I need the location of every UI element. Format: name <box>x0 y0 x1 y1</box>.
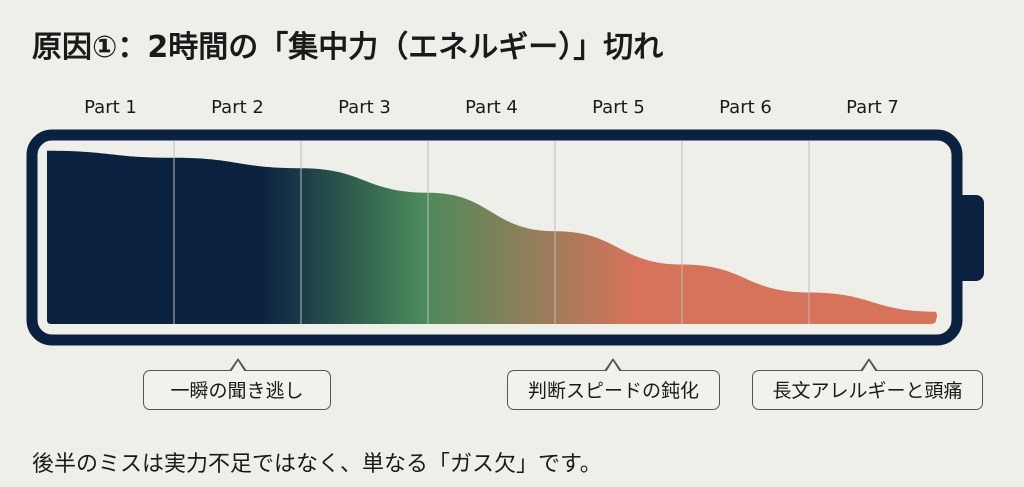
page-title: 原因①：2時間の「集中力（エネルギー）」切れ <box>32 30 664 65</box>
part-label: Part 1 <box>84 97 137 118</box>
part-label: Part 4 <box>465 97 518 118</box>
part-label: Part 7 <box>846 97 899 118</box>
callout-box: 長文アレルギーと頭痛 <box>752 358 983 410</box>
part-label: Part 2 <box>211 97 264 118</box>
part-label: Part 5 <box>592 97 645 118</box>
callout-box: 一瞬の聞き逃し <box>143 358 331 410</box>
callout-text: 一瞬の聞き逃し <box>170 380 304 402</box>
callout-pointer <box>860 358 878 372</box>
part-label: Part 6 <box>719 97 772 118</box>
footer-text: 後半のミスは実力不足ではなく、単なる「ガス欠」です。 <box>32 452 602 477</box>
energy-fill <box>47 150 937 324</box>
callout-box: 判断スピードの鈍化 <box>507 358 720 410</box>
callout-text: 長文アレルギーと頭痛 <box>772 380 963 402</box>
callout-text: 判断スピードの鈍化 <box>527 380 699 402</box>
callout-pointer <box>604 358 622 372</box>
callout-pointer <box>229 358 247 372</box>
part-label: Part 3 <box>338 97 391 118</box>
